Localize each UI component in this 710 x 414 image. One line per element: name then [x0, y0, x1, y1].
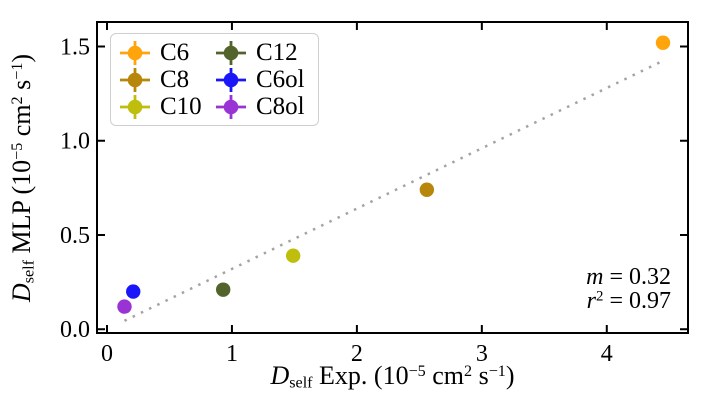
- legend-item-C12: C12: [213, 39, 305, 66]
- y-tick-label: 0.0: [60, 317, 90, 343]
- axes-spines: [96, 21, 689, 334]
- legend-label-C8ol: C8ol: [256, 93, 305, 120]
- data-point-C12: [215, 282, 231, 297]
- x-tick-label: 4: [601, 341, 613, 367]
- legend-errorbar-marker-icon: [216, 94, 246, 119]
- data-point-C10: [285, 248, 301, 263]
- x-tick-label: 0: [101, 341, 113, 367]
- legend-errorbar-marker-icon: [216, 67, 246, 92]
- data-point-C6: [655, 35, 671, 50]
- legend-item-C10: C10: [117, 93, 213, 120]
- y-tick-label: 0.5: [60, 223, 90, 249]
- y-axis-label: Dself MLP (10−5 cm2 s−1): [7, 53, 38, 303]
- legend-box: C6 C12 C8 C6ol C10 C8ol: [110, 33, 319, 126]
- x-tick-label: 2: [351, 341, 363, 367]
- legend-item-C8: C8: [117, 66, 213, 93]
- legend-errorbar-marker-icon: [120, 94, 150, 119]
- legend-item-C6: C6: [117, 39, 213, 66]
- x-axis-label: Dself Exp. (10−5 cm2 s−1): [270, 361, 515, 392]
- legend-label-C6ol: C6ol: [256, 66, 305, 93]
- annotation-line-0: m = 0.32: [586, 264, 671, 290]
- legend-label-C12: C12: [256, 39, 298, 66]
- y-tick-label: 1.0: [60, 129, 90, 155]
- data-point-C6ol: [126, 284, 141, 299]
- x-tick-label: 3: [476, 341, 488, 367]
- legend-errorbar-marker-icon: [120, 67, 150, 92]
- legend-label-C8: C8: [160, 66, 190, 93]
- annotation-line-1: r2 = 0.97: [586, 288, 671, 314]
- legend-errorbar-marker-icon: [120, 40, 150, 65]
- legend-label-C6: C6: [160, 39, 190, 66]
- x-tick-label: 1: [226, 341, 238, 367]
- data-point-C8: [419, 182, 435, 197]
- data-point-C8ol: [117, 299, 132, 314]
- y-tick-label: 1.5: [60, 35, 90, 61]
- legend-item-C6ol: C6ol: [213, 66, 305, 93]
- legend-label-C10: C10: [160, 93, 202, 120]
- legend-errorbar-marker-icon: [216, 40, 246, 65]
- fit-statistics-annotation: m = 0.32 r2 = 0.97: [586, 265, 671, 313]
- legend-item-C8ol: C8ol: [213, 93, 305, 120]
